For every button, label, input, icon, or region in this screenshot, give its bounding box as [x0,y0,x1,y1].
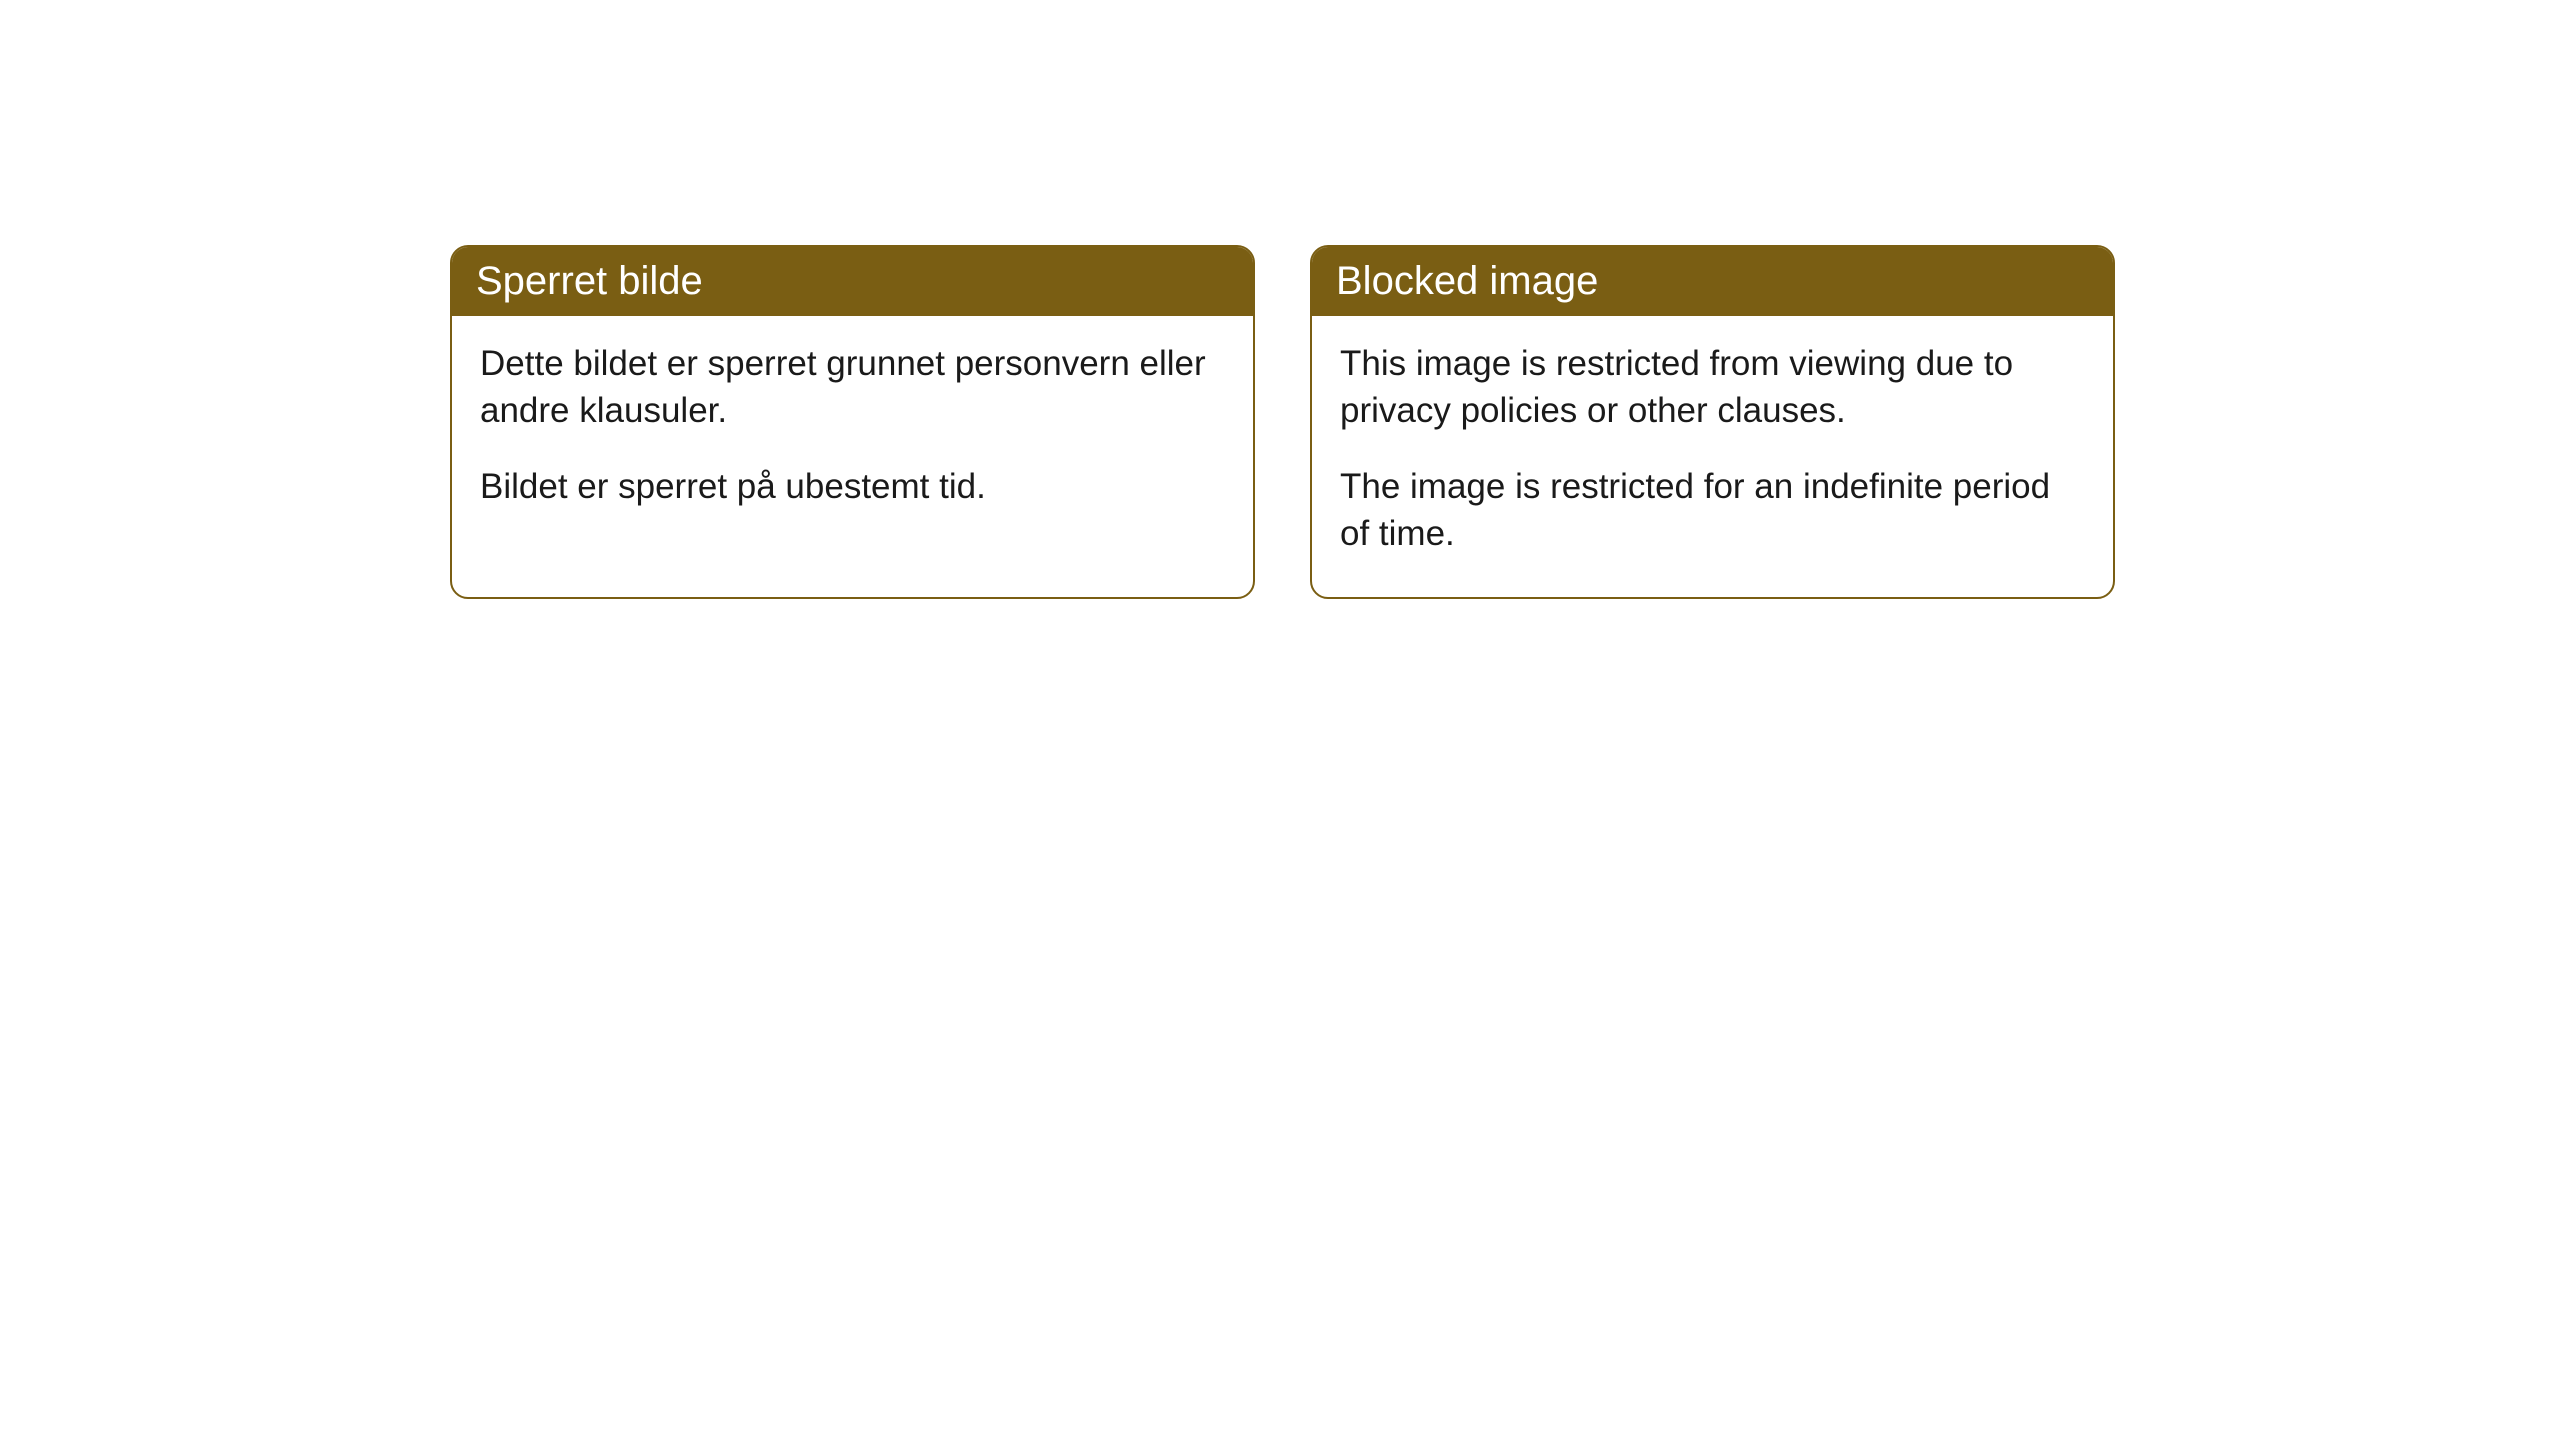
card-body: Dette bildet er sperret grunnet personve… [452,316,1253,550]
card-header: Sperret bilde [452,247,1253,316]
notice-container: Sperret bilde Dette bildet er sperret gr… [450,245,2560,599]
notice-text-2: The image is restricted for an indefinit… [1340,463,2085,558]
card-header: Blocked image [1312,247,2113,316]
notice-text-1: This image is restricted from viewing du… [1340,340,2085,435]
notice-card-english: Blocked image This image is restricted f… [1310,245,2115,599]
notice-card-norwegian: Sperret bilde Dette bildet er sperret gr… [450,245,1255,599]
notice-text-1: Dette bildet er sperret grunnet personve… [480,340,1225,435]
card-body: This image is restricted from viewing du… [1312,316,2113,597]
notice-text-2: Bildet er sperret på ubestemt tid. [480,463,1225,510]
